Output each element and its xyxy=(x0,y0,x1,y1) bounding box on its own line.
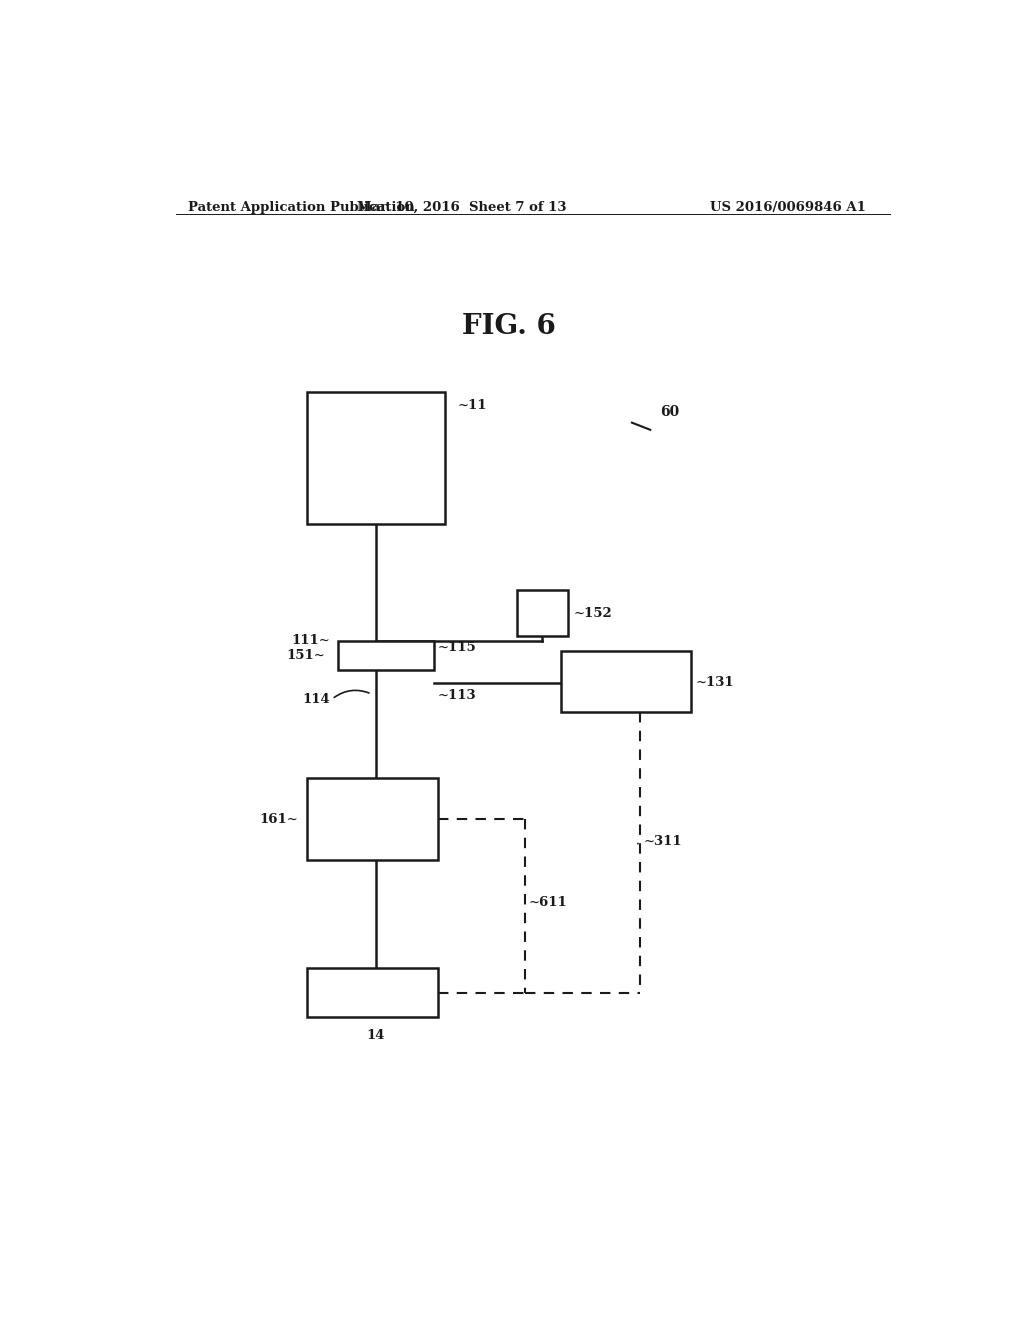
Text: 111~: 111~ xyxy=(292,634,331,647)
Text: ~152: ~152 xyxy=(574,607,612,620)
Bar xyxy=(306,392,445,524)
Bar xyxy=(517,590,568,636)
Text: Mar. 10, 2016  Sheet 7 of 13: Mar. 10, 2016 Sheet 7 of 13 xyxy=(356,201,566,214)
Text: 161~: 161~ xyxy=(260,813,299,825)
Text: ~11: ~11 xyxy=(458,399,486,412)
Text: ~611: ~611 xyxy=(528,896,567,909)
Text: 14: 14 xyxy=(367,1030,385,1043)
Text: 114: 114 xyxy=(303,693,331,706)
Bar xyxy=(306,969,437,1018)
Text: 60: 60 xyxy=(659,405,679,420)
Bar xyxy=(560,651,691,713)
Text: ~115: ~115 xyxy=(437,640,476,653)
Text: FIG. 6: FIG. 6 xyxy=(462,313,556,339)
Text: Patent Application Publication: Patent Application Publication xyxy=(187,201,415,214)
Text: ~131: ~131 xyxy=(695,676,734,689)
Text: ~311: ~311 xyxy=(644,836,682,847)
Text: 151~: 151~ xyxy=(286,649,325,661)
Text: ~113: ~113 xyxy=(437,689,476,701)
Bar xyxy=(338,642,433,669)
Text: US 2016/0069846 A1: US 2016/0069846 A1 xyxy=(711,201,866,214)
Bar xyxy=(306,779,437,859)
